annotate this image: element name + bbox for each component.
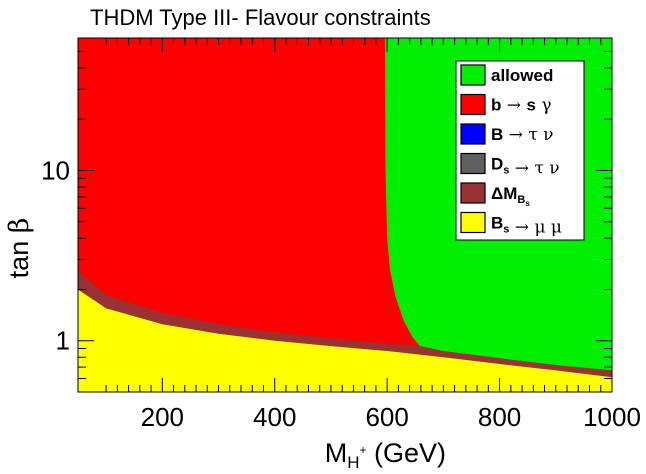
x-axis-label: MH+ (GeV) [325, 438, 446, 472]
plot-frame [77, 37, 613, 393]
axes: 200 400 600 800 1000 1 10 [41, 37, 641, 432]
x-tick-label: 400 [253, 402, 296, 432]
legend: allowed b → s γ B → τ ν Ds → τ ν ΔMBs Bs → μ … [455, 60, 585, 241]
legend-label-dmbs: ΔMBs [491, 184, 530, 208]
y-axis-label: tan β [4, 218, 35, 279]
legend-label-btaunu: B → τ ν [491, 125, 554, 145]
legend-swatch-bsg [460, 93, 486, 116]
x-tick-label: 1000 [583, 402, 641, 432]
y-tick-label: 10 [41, 155, 70, 185]
legend-swatch-btaunu [460, 123, 486, 145]
legend-box [455, 60, 585, 241]
chart-title: THDM Type III- Flavour constraints [90, 5, 431, 30]
y-tick-label: 1 [56, 326, 70, 356]
x-tick-label: 800 [478, 402, 521, 432]
region-bs-to-mumu [78, 289, 612, 392]
legend-label-bsg: b → s γ [491, 96, 552, 116]
x-tick-label: 200 [141, 402, 184, 432]
legend-label-bsmumu: Bs → μ μ [491, 214, 562, 238]
legend-swatch-bsmumu [460, 211, 486, 234]
legend-label-allowed: allowed [491, 66, 553, 85]
legend-label-dstaunu: Ds → τ ν [491, 155, 560, 179]
x-tick-label: 600 [365, 402, 408, 432]
legend-swatch-dmbs [460, 182, 486, 204]
legend-swatch-dstaunu [460, 152, 486, 175]
legend-swatch-allowed [460, 64, 486, 86]
region-b-to-s-gamma [78, 38, 420, 392]
